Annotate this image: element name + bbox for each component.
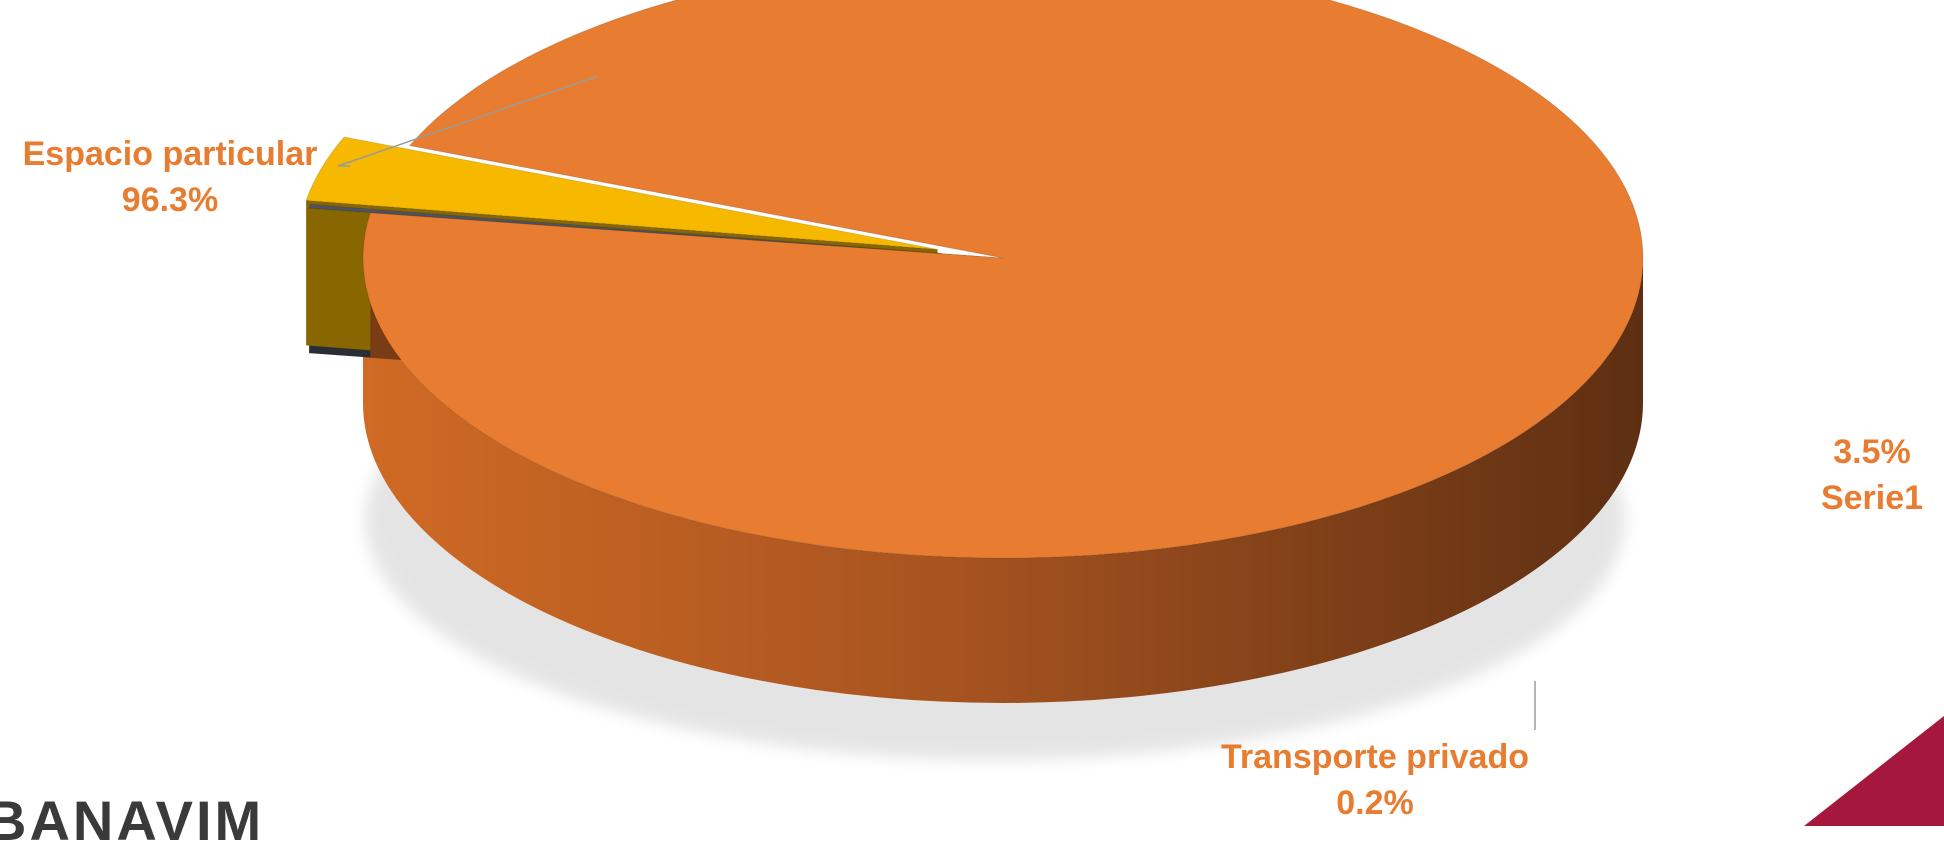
leader-line-espacio-particular: [337, 75, 599, 167]
slice-value-transporte-privado: 0.2%: [1336, 783, 1414, 822]
slice-label-serie1: 3.5% Serie1: [1800, 430, 1944, 522]
slice-value-espacio-particular: 96.3%: [121, 180, 219, 219]
pie-slice-transporte-privado: [308, 203, 942, 254]
slice-label-espacio-particular: Espacio particular 96.3%: [0, 132, 340, 224]
brand-logo: BANAVIM: [0, 789, 265, 852]
corner-accent-triangle: [1804, 716, 1944, 826]
slice-name-serie1: Serie1: [1820, 478, 1924, 517]
slice-label-transporte-privado: Transporte privado 0.2%: [1200, 735, 1550, 827]
slice-name-transporte-privado: Transporte privado: [1221, 738, 1529, 776]
pie-slice-espacio-particular: [362, 0, 1644, 559]
pie-slice-serie1: [305, 136, 938, 250]
pie-chart: [305, 0, 1644, 760]
slice-name-espacio-particular: Espacio particular: [22, 135, 318, 173]
slice-rim-espacio-particular: [363, 258, 1643, 703]
slice-value-serie1: 3.5%: [1833, 433, 1911, 471]
